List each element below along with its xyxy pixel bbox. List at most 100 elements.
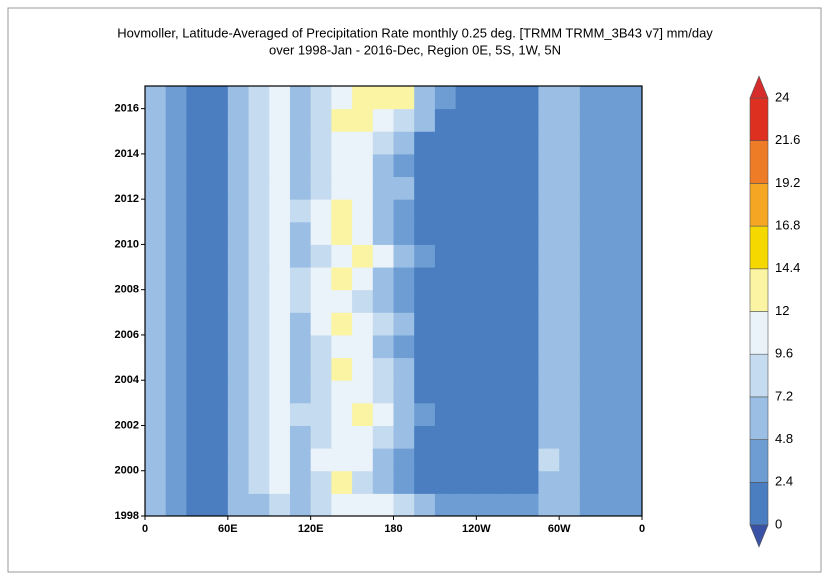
cell bbox=[352, 199, 374, 223]
cell bbox=[538, 221, 560, 245]
cell bbox=[621, 131, 643, 155]
cell bbox=[207, 357, 229, 381]
cell bbox=[600, 131, 622, 155]
cell bbox=[145, 176, 167, 200]
cell bbox=[289, 221, 312, 245]
cell bbox=[248, 402, 270, 426]
cell bbox=[289, 425, 312, 449]
cell bbox=[207, 153, 229, 178]
cell bbox=[559, 244, 581, 268]
cell bbox=[559, 448, 581, 472]
cell bbox=[352, 357, 374, 381]
colorbar-label: 19.2 bbox=[775, 175, 800, 190]
cell bbox=[476, 448, 498, 472]
cell bbox=[434, 131, 457, 155]
cell bbox=[621, 244, 643, 268]
colorbar-label: 12 bbox=[775, 303, 789, 318]
cell bbox=[186, 221, 208, 245]
cell bbox=[476, 267, 498, 291]
cell bbox=[393, 448, 415, 472]
colorbar-segment bbox=[749, 97, 769, 142]
cell bbox=[538, 267, 560, 291]
cell bbox=[352, 131, 374, 155]
cell bbox=[455, 289, 477, 313]
cell bbox=[227, 199, 250, 223]
cell bbox=[538, 86, 560, 110]
cell bbox=[559, 267, 581, 291]
cell bbox=[289, 131, 312, 155]
cell bbox=[621, 108, 643, 132]
x-tick-label: 60E bbox=[218, 523, 238, 535]
cell bbox=[434, 289, 457, 313]
cell bbox=[621, 199, 643, 223]
cell bbox=[497, 470, 519, 494]
cell bbox=[517, 244, 539, 268]
cell bbox=[165, 357, 187, 381]
colorbar-segment bbox=[749, 225, 769, 270]
cell bbox=[517, 402, 539, 426]
cell bbox=[145, 312, 167, 336]
cell bbox=[517, 153, 539, 178]
cell bbox=[621, 312, 643, 336]
cell bbox=[352, 86, 374, 110]
cell bbox=[331, 153, 353, 178]
cell bbox=[559, 108, 581, 132]
cell bbox=[310, 153, 332, 178]
cell bbox=[310, 334, 332, 359]
colorbar-segment bbox=[749, 396, 769, 440]
x-tick-label: 180 bbox=[384, 523, 402, 535]
cell bbox=[538, 448, 560, 472]
cell bbox=[517, 199, 539, 223]
cell bbox=[372, 86, 394, 110]
cell bbox=[600, 357, 622, 381]
cell bbox=[497, 402, 519, 426]
cell bbox=[476, 470, 498, 494]
cell bbox=[579, 289, 602, 313]
cell bbox=[414, 221, 436, 245]
cell bbox=[434, 199, 457, 223]
cell bbox=[269, 199, 291, 223]
colorbar-segment bbox=[749, 140, 769, 184]
cell bbox=[497, 244, 519, 268]
colorbar-segment bbox=[749, 439, 769, 483]
colorbar-label: 21.6 bbox=[775, 132, 800, 147]
cell bbox=[455, 312, 477, 336]
cell bbox=[414, 131, 436, 155]
cell bbox=[434, 176, 457, 200]
cell bbox=[186, 267, 208, 291]
cell bbox=[393, 199, 415, 223]
cell bbox=[393, 221, 415, 245]
cell bbox=[207, 221, 229, 245]
colorbar-segment bbox=[749, 268, 769, 312]
colorbar-segment bbox=[749, 183, 769, 227]
cell bbox=[517, 176, 539, 200]
y-tick-label: 2006 bbox=[115, 329, 139, 341]
cell bbox=[497, 86, 519, 110]
cell bbox=[227, 334, 250, 359]
cell bbox=[145, 244, 167, 268]
cell bbox=[579, 425, 602, 449]
cell bbox=[186, 108, 208, 132]
cell bbox=[269, 289, 291, 313]
cell bbox=[331, 199, 353, 223]
cell bbox=[579, 86, 602, 110]
cell bbox=[434, 402, 457, 426]
colorbar-label: 0 bbox=[775, 516, 782, 531]
cell bbox=[476, 425, 498, 449]
cell bbox=[476, 131, 498, 155]
cell bbox=[497, 448, 519, 472]
cell bbox=[310, 86, 332, 110]
cell bbox=[248, 153, 270, 178]
cell bbox=[497, 357, 519, 381]
cell bbox=[579, 334, 602, 359]
cell bbox=[559, 86, 581, 110]
cell bbox=[579, 108, 602, 132]
cell bbox=[248, 199, 270, 223]
cell bbox=[517, 470, 539, 494]
cell bbox=[310, 402, 332, 426]
cell bbox=[600, 312, 622, 336]
y-tick-label: 2000 bbox=[115, 465, 139, 477]
cell bbox=[455, 470, 477, 494]
cell bbox=[414, 334, 436, 359]
